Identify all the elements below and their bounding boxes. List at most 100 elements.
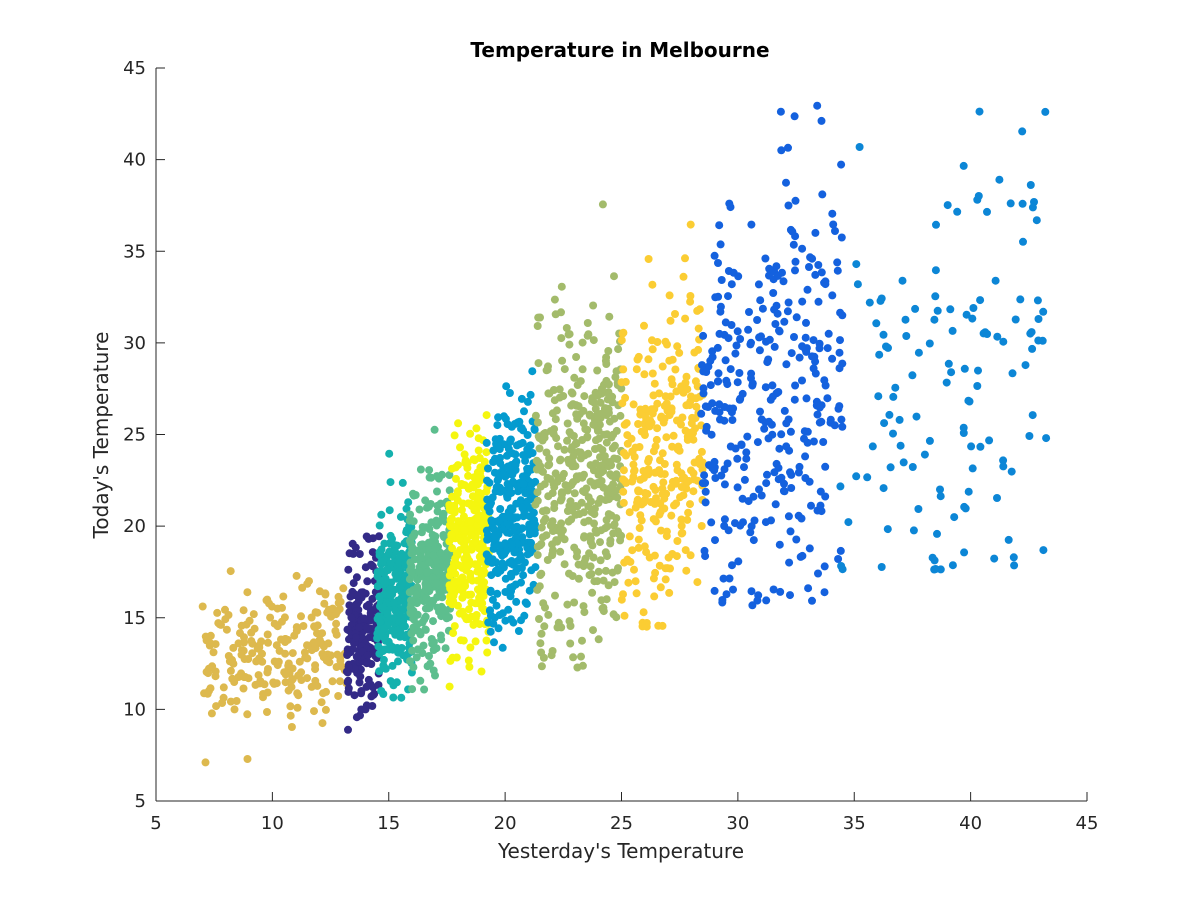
data-point bbox=[336, 677, 344, 686]
data-point bbox=[747, 220, 756, 229]
data-point bbox=[837, 233, 846, 242]
data-point bbox=[677, 529, 686, 538]
data-point bbox=[429, 638, 438, 647]
data-point bbox=[838, 422, 847, 431]
data-point bbox=[484, 464, 492, 473]
data-point bbox=[357, 689, 366, 698]
data-point bbox=[392, 574, 401, 583]
data-point bbox=[772, 459, 781, 468]
data-point bbox=[889, 392, 898, 401]
data-point bbox=[686, 292, 695, 300]
data-point bbox=[541, 603, 549, 612]
data-point bbox=[508, 505, 517, 514]
data-point bbox=[649, 447, 658, 456]
data-point bbox=[727, 280, 736, 289]
data-point bbox=[650, 379, 659, 388]
data-point bbox=[237, 650, 246, 659]
data-point bbox=[623, 555, 632, 564]
data-point bbox=[588, 397, 596, 406]
data-point bbox=[614, 564, 622, 573]
data-point bbox=[320, 599, 329, 608]
data-point bbox=[1016, 295, 1025, 304]
data-point bbox=[594, 635, 603, 644]
data-point bbox=[682, 372, 691, 381]
data-point bbox=[749, 492, 758, 501]
data-point bbox=[748, 379, 757, 388]
data-point bbox=[728, 416, 737, 424]
data-point bbox=[605, 312, 614, 321]
data-point bbox=[604, 581, 613, 590]
data-point bbox=[748, 601, 757, 610]
y-axis-label: Today's Temperature bbox=[89, 332, 113, 540]
data-point bbox=[409, 636, 418, 645]
data-point bbox=[896, 441, 905, 450]
data-point bbox=[486, 606, 494, 615]
data-point bbox=[586, 562, 595, 571]
y-tick-label: 45 bbox=[123, 58, 146, 79]
data-point bbox=[777, 430, 786, 439]
data-point bbox=[433, 507, 442, 516]
data-point bbox=[753, 596, 762, 605]
data-point bbox=[689, 469, 698, 478]
data-point bbox=[560, 445, 569, 454]
data-point bbox=[706, 381, 715, 390]
data-point bbox=[635, 524, 644, 532]
data-point bbox=[583, 319, 592, 327]
data-point bbox=[959, 429, 968, 437]
data-point bbox=[947, 368, 956, 377]
data-point bbox=[811, 270, 820, 279]
data-point bbox=[375, 532, 383, 541]
data-point bbox=[311, 661, 320, 670]
data-point bbox=[207, 709, 216, 718]
data-point bbox=[544, 389, 553, 398]
data-point bbox=[693, 578, 702, 587]
data-point bbox=[742, 448, 751, 457]
data-point bbox=[450, 505, 459, 514]
data-point bbox=[753, 316, 762, 324]
data-point bbox=[805, 477, 814, 486]
data-point bbox=[698, 361, 706, 370]
data-point bbox=[699, 389, 708, 398]
data-point bbox=[465, 605, 473, 614]
data-point bbox=[936, 485, 944, 494]
data-point bbox=[425, 466, 434, 475]
data-point bbox=[920, 450, 929, 459]
data-point bbox=[930, 315, 939, 324]
data-point bbox=[462, 552, 471, 560]
data-point bbox=[457, 505, 466, 514]
data-point bbox=[217, 620, 225, 629]
data-point bbox=[474, 514, 483, 523]
data-point bbox=[775, 327, 784, 336]
data-point bbox=[734, 557, 743, 566]
data-point bbox=[519, 571, 528, 580]
data-point bbox=[530, 424, 539, 433]
data-point bbox=[692, 402, 701, 411]
data-point bbox=[911, 304, 920, 313]
data-point bbox=[925, 436, 934, 445]
data-point bbox=[547, 520, 555, 529]
data-point bbox=[398, 478, 407, 487]
data-point bbox=[441, 644, 450, 653]
data-point bbox=[344, 565, 353, 574]
data-point bbox=[961, 504, 970, 513]
data-point bbox=[677, 483, 686, 491]
data-point bbox=[483, 503, 492, 512]
data-point bbox=[634, 486, 643, 495]
data-point bbox=[973, 382, 982, 390]
data-point bbox=[1033, 296, 1042, 305]
data-point bbox=[930, 565, 939, 574]
data-point bbox=[423, 583, 432, 591]
data-point bbox=[673, 342, 682, 351]
data-point bbox=[1011, 315, 1020, 324]
data-point bbox=[733, 378, 742, 387]
data-point bbox=[332, 619, 341, 628]
data-point bbox=[959, 161, 968, 170]
data-point bbox=[476, 557, 485, 566]
data-point bbox=[789, 240, 798, 249]
data-point bbox=[242, 620, 251, 629]
data-point bbox=[344, 662, 353, 671]
data-point bbox=[424, 538, 433, 547]
data-point bbox=[775, 444, 784, 453]
data-point bbox=[743, 432, 752, 441]
data-point bbox=[557, 519, 566, 528]
